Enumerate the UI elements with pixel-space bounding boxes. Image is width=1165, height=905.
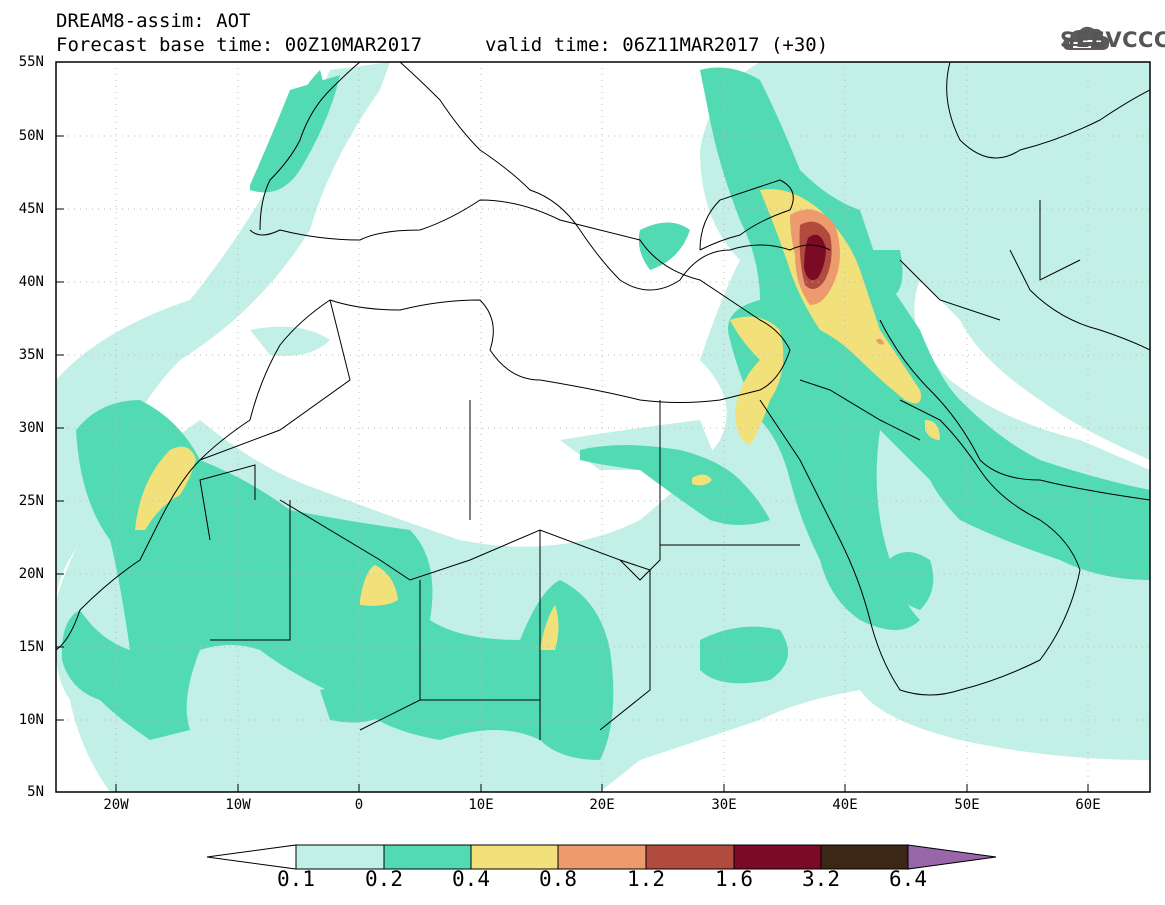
- coastlines: [56, 62, 1150, 740]
- map-frame: [55, 61, 1151, 793]
- lat-label: 20N: [18, 566, 44, 582]
- lat-label: 10N: [18, 712, 44, 728]
- graticule: [56, 62, 1150, 792]
- axis-ticks: [56, 61, 1089, 793]
- colorbar-label: 0.1: [277, 867, 315, 891]
- aot-field: [56, 62, 1150, 792]
- colorbar-bin-1: [295, 844, 385, 870]
- colorbar-label: 0.4: [452, 867, 490, 891]
- lon-label: 40E: [832, 797, 858, 813]
- map-title: DREAM8-assim: AOT: [56, 10, 251, 32]
- colorbar-bin-6: [733, 844, 822, 870]
- lon-label: 0: [354, 797, 364, 813]
- colorbar-label: 0.8: [539, 867, 577, 891]
- lat-label: 45N: [18, 201, 44, 217]
- lat-label: 40N: [18, 274, 44, 290]
- lon-label: 30E: [711, 797, 737, 813]
- colorbar-bin-2: [383, 844, 472, 870]
- colorbar-label: 6.4: [889, 867, 927, 891]
- valid-time: valid time: 06Z11MAR2017 (+30): [485, 34, 829, 56]
- cloud-icon: [1063, 26, 1110, 50]
- colorbar-label: 1.6: [715, 867, 753, 891]
- colorbar-label: 0.2: [365, 867, 403, 891]
- colorbar-bin-3: [470, 844, 559, 870]
- colorbar-bin-5: [645, 844, 735, 870]
- colorbar-bin-4: [557, 844, 647, 870]
- colorbar-over: [907, 844, 997, 870]
- colorbar-under: [206, 844, 297, 870]
- lon-label: 10W: [225, 797, 251, 813]
- lon-label: 20W: [103, 797, 129, 813]
- colorbar: [206, 844, 997, 870]
- lat-label: 5N: [27, 784, 44, 800]
- lat-label: 50N: [18, 128, 44, 144]
- lat-label: 30N: [18, 420, 44, 436]
- lat-label: 55N: [18, 54, 44, 70]
- colorbar-label: 3.2: [802, 867, 840, 891]
- colorbar-label: 1.2: [627, 867, 665, 891]
- lon-label: 20E: [589, 797, 615, 813]
- lon-label: 60E: [1075, 797, 1101, 813]
- lat-label: 35N: [18, 347, 44, 363]
- lat-label: 25N: [18, 493, 44, 509]
- lat-label: 15N: [18, 639, 44, 655]
- forecast-base-time: Forecast base time: 00Z10MAR2017: [56, 34, 423, 56]
- colorbar-bin-7: [820, 844, 909, 870]
- lon-label: 50E: [954, 797, 980, 813]
- lon-label: 10E: [468, 797, 494, 813]
- logo-text: SEEVCCC: [1060, 28, 1165, 52]
